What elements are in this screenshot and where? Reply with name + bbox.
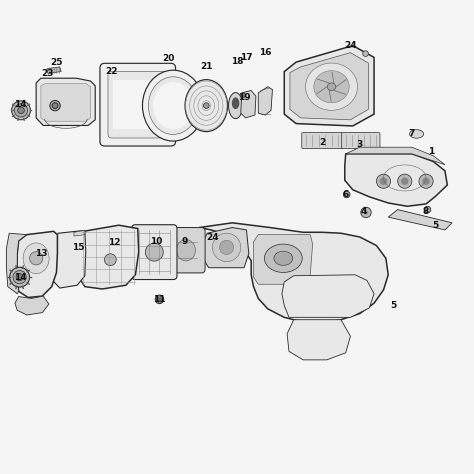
Polygon shape [47, 67, 61, 73]
FancyBboxPatch shape [108, 72, 167, 138]
Text: 18: 18 [231, 57, 243, 66]
Polygon shape [241, 91, 256, 118]
Polygon shape [36, 78, 95, 126]
Polygon shape [258, 87, 273, 115]
Ellipse shape [314, 71, 349, 103]
Ellipse shape [14, 104, 27, 117]
Ellipse shape [306, 63, 357, 110]
Text: 15: 15 [73, 243, 85, 252]
Text: 4: 4 [360, 207, 367, 216]
Text: 16: 16 [259, 48, 272, 57]
Polygon shape [41, 83, 91, 121]
Polygon shape [76, 225, 139, 289]
Text: 7: 7 [409, 128, 415, 137]
Ellipse shape [401, 177, 409, 185]
Ellipse shape [398, 174, 412, 188]
Ellipse shape [212, 233, 241, 262]
Polygon shape [52, 230, 86, 288]
Ellipse shape [419, 174, 433, 188]
Polygon shape [17, 231, 57, 298]
FancyBboxPatch shape [302, 133, 342, 149]
Ellipse shape [361, 207, 371, 218]
Ellipse shape [363, 51, 368, 56]
Polygon shape [15, 296, 49, 315]
Ellipse shape [153, 82, 193, 129]
Ellipse shape [185, 80, 228, 132]
Ellipse shape [52, 103, 58, 109]
Polygon shape [346, 147, 445, 164]
Text: 21: 21 [200, 63, 212, 72]
Text: 10: 10 [150, 237, 163, 246]
Text: 3: 3 [357, 140, 363, 149]
Polygon shape [388, 210, 452, 230]
Ellipse shape [29, 252, 43, 265]
Text: 1: 1 [428, 147, 434, 156]
Polygon shape [199, 223, 388, 323]
Ellipse shape [264, 244, 302, 273]
Polygon shape [203, 228, 249, 268]
Ellipse shape [148, 77, 198, 135]
Text: 6: 6 [343, 190, 349, 199]
Text: 14: 14 [14, 273, 27, 282]
Text: 19: 19 [238, 93, 250, 102]
Polygon shape [74, 230, 85, 236]
Polygon shape [282, 275, 374, 318]
Ellipse shape [422, 177, 430, 185]
Ellipse shape [104, 254, 116, 265]
Ellipse shape [157, 298, 161, 301]
Ellipse shape [410, 130, 424, 138]
FancyBboxPatch shape [342, 133, 380, 149]
Text: 13: 13 [35, 249, 47, 258]
Ellipse shape [18, 107, 24, 114]
Text: 11: 11 [153, 295, 165, 304]
Ellipse shape [343, 191, 350, 198]
Ellipse shape [376, 174, 391, 188]
Ellipse shape [203, 103, 209, 109]
Text: 5: 5 [432, 221, 438, 230]
Polygon shape [254, 235, 313, 284]
Polygon shape [284, 46, 374, 126]
Polygon shape [345, 154, 447, 206]
Ellipse shape [380, 177, 387, 185]
Text: 25: 25 [50, 58, 63, 67]
Ellipse shape [9, 267, 29, 287]
Ellipse shape [50, 100, 60, 111]
Ellipse shape [424, 206, 431, 213]
Ellipse shape [23, 243, 49, 273]
Text: 20: 20 [162, 54, 174, 63]
FancyBboxPatch shape [132, 225, 177, 280]
Text: 24: 24 [344, 41, 357, 50]
Ellipse shape [13, 271, 26, 284]
Ellipse shape [232, 97, 239, 109]
Polygon shape [287, 319, 350, 360]
Text: 5: 5 [390, 301, 396, 310]
Text: 24: 24 [206, 233, 219, 241]
Polygon shape [6, 233, 27, 294]
Text: 23: 23 [41, 70, 53, 79]
Ellipse shape [16, 273, 23, 281]
FancyBboxPatch shape [167, 228, 205, 273]
Ellipse shape [143, 70, 204, 141]
Text: 12: 12 [108, 238, 120, 247]
Ellipse shape [219, 240, 234, 255]
Ellipse shape [176, 239, 195, 261]
Bar [113, 80, 162, 129]
Text: 8: 8 [423, 207, 429, 216]
Ellipse shape [155, 295, 164, 304]
Polygon shape [290, 53, 368, 120]
Ellipse shape [241, 93, 246, 98]
Ellipse shape [146, 243, 163, 261]
Text: 14: 14 [14, 100, 27, 109]
Ellipse shape [327, 83, 336, 91]
Text: 22: 22 [106, 67, 118, 76]
Text: 2: 2 [319, 138, 325, 147]
Ellipse shape [11, 101, 30, 120]
Text: 17: 17 [240, 53, 253, 62]
Text: 9: 9 [182, 237, 188, 246]
Ellipse shape [274, 251, 293, 265]
Ellipse shape [364, 210, 368, 215]
Ellipse shape [228, 92, 243, 118]
FancyBboxPatch shape [100, 64, 175, 146]
